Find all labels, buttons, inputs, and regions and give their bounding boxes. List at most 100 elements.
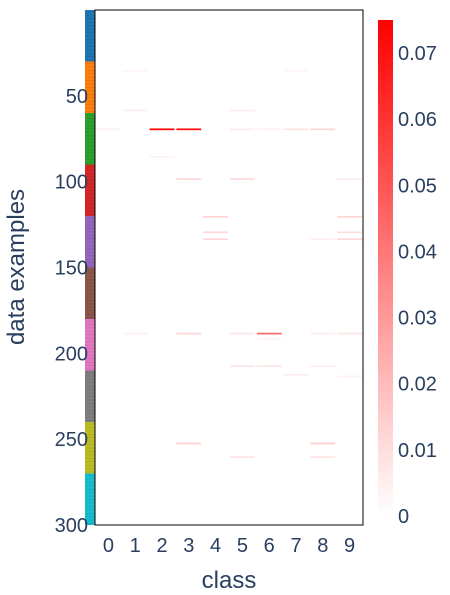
class-strip-row-line xyxy=(85,179,95,181)
class-strip-row-line xyxy=(85,482,95,483)
class-strip-row-line xyxy=(85,238,95,239)
class-strip-row-line xyxy=(85,458,95,459)
y-tick-label: 50 xyxy=(66,86,88,108)
class-strip-row-line xyxy=(85,423,95,425)
class-strip-row-line xyxy=(85,444,95,445)
plot-border xyxy=(94,9,364,526)
class-strip-row-line xyxy=(85,358,95,360)
class-strip-row-line xyxy=(85,128,95,130)
class-strip-row-line xyxy=(85,49,95,51)
class-strip-row-line xyxy=(85,382,95,384)
colorbar-tick-label: 0.04 xyxy=(398,241,437,263)
class-strip-row-line xyxy=(85,317,95,318)
heatmap-cell xyxy=(122,70,148,72)
heatmap-cells xyxy=(96,70,362,459)
class-strip-row-line xyxy=(85,396,95,397)
x-tick-label: 7 xyxy=(290,535,301,557)
class-strip-row-line xyxy=(85,468,95,469)
class-strip-row-line xyxy=(85,334,95,336)
class-strip-row-line xyxy=(85,59,95,61)
heatmap-cell xyxy=(310,238,336,241)
class-strip-row-line xyxy=(85,413,95,415)
class-strip-row-line xyxy=(85,35,95,37)
class-strip-row-line xyxy=(85,392,95,394)
heatmap-cell xyxy=(256,128,282,131)
class-strip-block xyxy=(85,164,95,216)
class-strip-row-line xyxy=(85,80,95,81)
y-tick-labels: 50 100 150 200 250 300 xyxy=(55,86,88,537)
class-strip-row-line xyxy=(85,464,95,466)
heatmap-cell xyxy=(283,128,309,131)
heatmap-cell xyxy=(256,337,282,340)
class-strip-row-line xyxy=(85,337,95,339)
class-strip-row-line xyxy=(85,502,95,504)
x-tick-label: 8 xyxy=(317,535,328,557)
class-strip-row-line xyxy=(85,145,95,147)
class-strip-row-line xyxy=(85,32,95,33)
class-strip-row-line xyxy=(85,447,95,449)
class-strip-row-line xyxy=(85,451,95,452)
colorbar-tick-label: 0.02 xyxy=(398,374,437,396)
class-strip-row-line xyxy=(85,248,95,250)
heatmap-cell xyxy=(337,231,362,234)
y-tick-label: 250 xyxy=(55,429,88,451)
class-strip-row-line xyxy=(85,471,95,473)
plot-area xyxy=(95,10,363,525)
heatmap-cell xyxy=(310,332,336,335)
class-strip-row-line xyxy=(85,303,95,305)
class-strip-row-line xyxy=(85,100,95,102)
class-strip-row-line xyxy=(85,200,95,202)
class-strip-block xyxy=(85,61,95,113)
class-strip-row-line xyxy=(85,258,95,260)
class-strip-row-line xyxy=(85,186,95,188)
class-strip-row-line xyxy=(85,104,95,106)
heatmap-cell xyxy=(149,155,175,158)
colorbar-tick-label: 0.06 xyxy=(398,109,437,131)
class-strip-row-line xyxy=(85,420,95,421)
class-strip-row-line xyxy=(85,341,95,342)
colorbar-tick-label: 0.01 xyxy=(398,440,437,462)
class-strip-row-line xyxy=(85,63,95,64)
class-strip-row-line xyxy=(85,234,95,236)
class-strip-row-line xyxy=(85,183,95,184)
class-strip-row-line xyxy=(85,70,95,71)
class-strip-row-line xyxy=(85,519,95,521)
class-strip-row-line xyxy=(85,252,95,253)
heatmap-cell xyxy=(337,216,362,218)
x-tick-label: 3 xyxy=(183,535,194,557)
class-strip-row-line xyxy=(85,368,95,370)
class-strip-row-line xyxy=(85,159,95,160)
class-strip-row-line xyxy=(85,272,95,274)
class-strip-row-line xyxy=(85,296,95,298)
class-strip-row-line xyxy=(85,94,95,95)
class-strip-row-line xyxy=(85,506,95,507)
heatmap-cell xyxy=(96,128,121,131)
class-strip-row-line xyxy=(85,416,95,418)
heatmap-cell xyxy=(230,128,255,131)
x-tick-label: 2 xyxy=(156,535,167,557)
class-strip-row-line xyxy=(85,300,95,301)
class-strip-row-line xyxy=(85,228,95,229)
class-strip-row-line xyxy=(85,149,95,150)
class-strip-row-line xyxy=(85,262,95,263)
class-strip-row-line xyxy=(85,155,95,157)
class-strip-row-line xyxy=(85,114,95,116)
class-strip-row-line xyxy=(85,516,95,518)
class-strip-row-line xyxy=(85,135,95,136)
class-strip-block xyxy=(85,267,95,319)
class-strip-row-line xyxy=(85,492,95,493)
class-strip-row-line xyxy=(85,324,95,325)
heatmap-cell xyxy=(122,332,148,335)
class-strip-row-line xyxy=(85,379,95,380)
class-strip-row-line xyxy=(85,313,95,315)
class-strip-row-line xyxy=(85,269,95,270)
class-strip-row-line xyxy=(85,389,95,390)
heatmap-cell xyxy=(310,456,336,459)
class-strip-row-line xyxy=(85,327,95,329)
heatmap-cell xyxy=(149,128,175,131)
class-strip-row-line xyxy=(85,344,95,346)
heatmap-cell xyxy=(230,178,255,180)
class-strip-row-line xyxy=(85,475,95,476)
class-strip-row-line xyxy=(85,214,95,215)
